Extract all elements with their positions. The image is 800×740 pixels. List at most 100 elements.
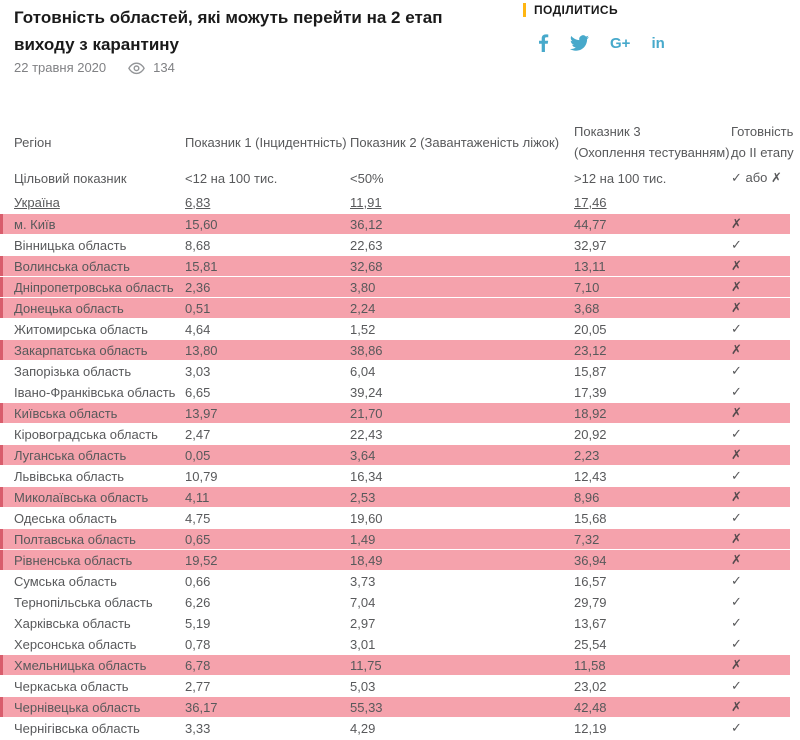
region-name: Київська область bbox=[14, 405, 118, 421]
share-buttons: G+ in bbox=[538, 34, 665, 52]
indicator1-value: 0,51 bbox=[185, 300, 211, 316]
linkedin-icon[interactable]: in bbox=[651, 34, 665, 52]
table-header-row: Регіон Показник 1 (Інцидентність) Показн… bbox=[0, 120, 794, 166]
ukraine-link[interactable]: Україна bbox=[14, 194, 60, 210]
indicator3-value: 13,67 bbox=[574, 615, 607, 631]
indicator2-value: 18,49 bbox=[350, 552, 383, 568]
indicator2-value: 19,60 bbox=[350, 510, 383, 526]
indicator1-value: 4,11 bbox=[185, 489, 210, 505]
indicator3-value: 15,68 bbox=[574, 510, 607, 526]
indicator2-value: 3,01 bbox=[350, 636, 376, 652]
region-name: Луганська область bbox=[14, 447, 127, 463]
readiness-table: Регіон Показник 1 (Інцидентність) Показн… bbox=[0, 120, 794, 739]
google-plus-icon[interactable]: G+ bbox=[610, 34, 631, 52]
readiness-mark: ✓ bbox=[731, 468, 742, 483]
indicator2-value: 3,64 bbox=[350, 447, 376, 463]
region-name: Кіровоградська область bbox=[14, 426, 158, 442]
readiness-mark: ✓ bbox=[731, 510, 742, 525]
target-indicator2: <50% bbox=[350, 170, 384, 186]
ukraine-summary-row: Україна 6,83 11,91 17,46 bbox=[0, 191, 790, 214]
indicator2-value: 2,24 bbox=[350, 300, 376, 316]
col-header-indicator2: Показник 2 (Завантаженість ліжок) bbox=[350, 135, 560, 150]
table-row: м. Київ 15,60 36,12 44,77 ✗ bbox=[0, 214, 790, 235]
col-header-readiness: Готовність до II етапу bbox=[731, 124, 794, 160]
ukraine-indicator3[interactable]: 17,46 bbox=[574, 194, 607, 210]
table-row: Львівська область 10,79 16,34 12,43 ✓ bbox=[0, 466, 790, 487]
region-name: Запорізька область bbox=[14, 363, 132, 379]
indicator3-value: 16,57 bbox=[574, 573, 607, 589]
indicator1-value: 15,81 bbox=[185, 258, 218, 274]
table-row: Івано-Франківська область 6,65 39,24 17,… bbox=[0, 382, 790, 403]
indicator2-value: 36,12 bbox=[350, 216, 383, 232]
indicator3-value: 18,92 bbox=[574, 405, 607, 421]
indicator2-value: 16,34 bbox=[350, 468, 383, 484]
readiness-mark: ✓ bbox=[731, 321, 742, 336]
indicator2-value: 32,68 bbox=[350, 258, 383, 274]
indicator2-value: 3,80 bbox=[350, 279, 376, 295]
ukraine-indicator2[interactable]: 11,91 bbox=[350, 194, 382, 210]
table-row: Чернігівська область 3,33 4,29 12,19 ✓ bbox=[0, 718, 790, 739]
indicator1-value: 4,64 bbox=[185, 321, 211, 337]
indicator2-value: 1,52 bbox=[350, 321, 376, 337]
indicator1-value: 0,78 bbox=[185, 636, 211, 652]
indicator3-value: 7,32 bbox=[574, 531, 600, 547]
region-name: Волинська область bbox=[14, 258, 130, 274]
indicator2-value: 38,86 bbox=[350, 342, 383, 358]
region-name: Миколаївська область bbox=[14, 489, 149, 505]
indicator3-value: 12,19 bbox=[574, 720, 607, 736]
facebook-icon[interactable] bbox=[538, 34, 549, 52]
indicator3-value: 23,12 bbox=[574, 342, 607, 358]
indicator3-value: 7,10 bbox=[574, 279, 600, 295]
indicator2-value: 5,03 bbox=[350, 678, 376, 694]
table-row: Дніпропетровська область 2,36 3,80 7,10 … bbox=[0, 277, 790, 298]
share-label: ПОДІЛИТИСЬ bbox=[523, 3, 618, 17]
table-row: Харківська область 5,19 2,97 13,67 ✓ bbox=[0, 613, 790, 634]
readiness-mark: ✓ bbox=[731, 237, 742, 252]
indicator1-value: 3,33 bbox=[185, 720, 211, 736]
indicator1-value: 3,03 bbox=[185, 363, 211, 379]
indicator1-value: 6,65 bbox=[185, 384, 211, 400]
indicator3-value: 36,94 bbox=[574, 552, 607, 568]
table-row: Вінницька область 8,68 22,63 32,97 ✓ bbox=[0, 235, 790, 256]
indicator1-value: 8,68 bbox=[185, 237, 211, 253]
col-header-region: Регіон bbox=[14, 135, 52, 150]
indicator1-value: 13,80 bbox=[185, 342, 218, 358]
indicator2-value: 22,63 bbox=[350, 237, 383, 253]
table-row: Кіровоградська область 2,47 22,43 20,92 … bbox=[0, 424, 790, 445]
indicator2-value: 11,75 bbox=[350, 657, 382, 673]
readiness-mark: ✗ bbox=[731, 699, 742, 714]
indicator1-value: 2,47 bbox=[185, 426, 211, 442]
ukraine-indicator1[interactable]: 6,83 bbox=[185, 194, 211, 210]
indicator3-value: 20,05 bbox=[574, 321, 607, 337]
region-name: Сумська область bbox=[14, 573, 117, 589]
indicator3-value: 13,11 bbox=[574, 258, 606, 274]
readiness-mark: ✓ bbox=[731, 573, 742, 588]
target-indicator-row: Цільовий показник <12 на 100 тис. <50% >… bbox=[0, 166, 790, 191]
table-row: Сумська область 0,66 3,73 16,57 ✓ bbox=[0, 571, 790, 592]
region-name: Полтавська область bbox=[14, 531, 136, 547]
target-indicator1: <12 на 100 тис. bbox=[185, 170, 278, 186]
readiness-mark: ✗ bbox=[731, 531, 742, 546]
target-readiness-legend: ✓ або ✗ bbox=[731, 170, 782, 185]
readiness-mark: ✓ bbox=[731, 615, 742, 630]
region-name: Херсонська область bbox=[14, 636, 137, 652]
indicator2-value: 2,97 bbox=[350, 615, 376, 631]
indicator3-value: 12,43 bbox=[574, 468, 607, 484]
readiness-mark: ✓ bbox=[731, 384, 742, 399]
readiness-mark: ✗ bbox=[731, 342, 742, 357]
readiness-mark: ✗ bbox=[731, 300, 742, 315]
indicator3-value: 44,77 bbox=[574, 216, 607, 232]
table-row: Хмельницька область 6,78 11,75 11,58 ✗ bbox=[0, 655, 790, 676]
region-name: м. Київ bbox=[14, 216, 56, 232]
indicator1-value: 0,65 bbox=[185, 531, 211, 547]
region-name: Закарпатська область bbox=[14, 342, 148, 358]
views-icon bbox=[128, 61, 146, 75]
table-row: Житомирська область 4,64 1,52 20,05 ✓ bbox=[0, 319, 790, 340]
region-name: Чернігівська область bbox=[14, 720, 140, 736]
indicator3-value: 2,23 bbox=[574, 447, 600, 463]
region-name: Львівська область bbox=[14, 468, 125, 484]
twitter-icon[interactable] bbox=[570, 35, 589, 51]
indicator1-value: 0,66 bbox=[185, 573, 211, 589]
indicator3-value: 25,54 bbox=[574, 636, 607, 652]
readiness-mark: ✓ bbox=[731, 426, 742, 441]
